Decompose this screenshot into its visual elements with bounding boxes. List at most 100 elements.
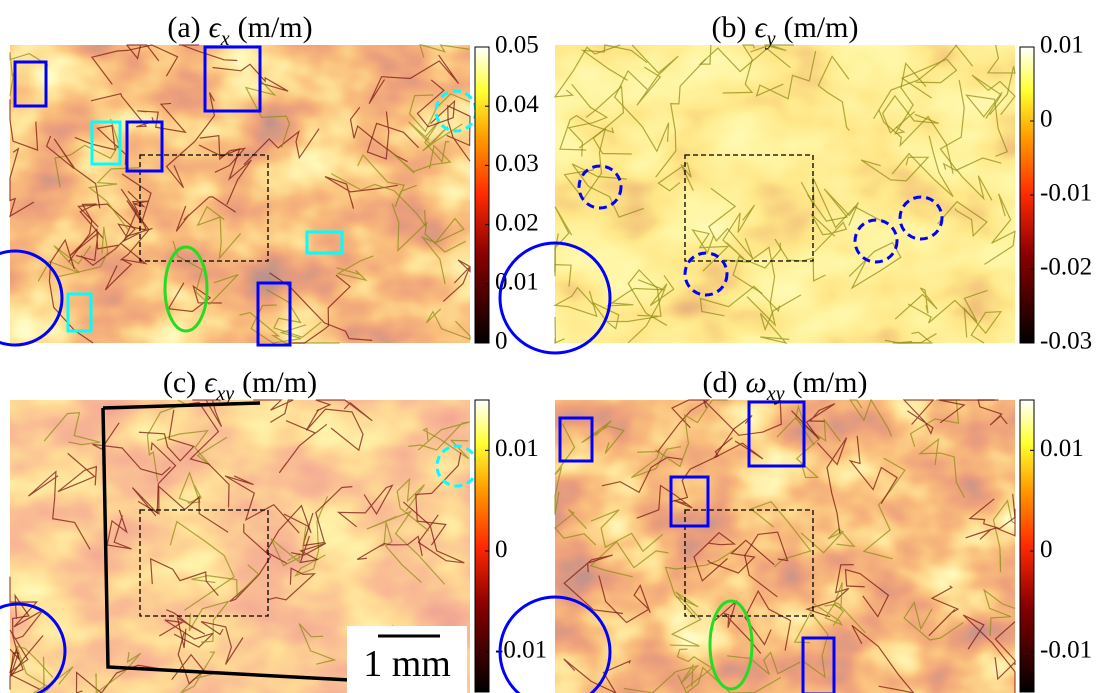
grain-boundary <box>239 311 340 344</box>
grain-boundary <box>387 144 452 174</box>
grain-boundary <box>127 190 149 231</box>
grain-boundary <box>92 422 171 476</box>
grain-boundary <box>983 588 1016 637</box>
grain-boundary <box>992 499 1016 573</box>
colorbar-tick-label: 0.01 <box>1040 435 1084 462</box>
grain-boundary <box>229 523 272 602</box>
panel: (b) ϵy (m/m) -0.03 -0.02 -0.01 0 0.01 <box>498 11 1092 355</box>
grain-boundary <box>200 621 244 665</box>
grain-boundary <box>699 285 781 317</box>
grain-boundary <box>165 92 216 189</box>
grain-boundary <box>554 423 576 515</box>
unit: (m/m) <box>238 11 313 44</box>
grain-boundary <box>580 44 648 81</box>
grain-boundary <box>623 663 700 693</box>
grain-boundary <box>402 501 465 564</box>
outline <box>102 401 261 410</box>
colorbar <box>474 399 490 693</box>
subscript: xy <box>766 383 785 405</box>
grain-boundary <box>800 527 856 554</box>
highlight-box <box>256 281 292 347</box>
grain-boundary <box>722 204 756 260</box>
grain-boundary <box>744 531 789 598</box>
grain-boundary <box>149 557 219 596</box>
colorbar-tick-label: -0.01 <box>495 636 547 663</box>
grain-boundary <box>87 167 141 230</box>
grain-boundary <box>744 589 792 651</box>
grain-boundary <box>137 102 187 134</box>
region-box <box>684 154 814 262</box>
grain-boundary <box>816 437 848 534</box>
highlight-box <box>305 230 344 255</box>
grain-boundary <box>553 286 598 318</box>
grain-boundary <box>590 509 664 553</box>
grain-boundary <box>131 441 177 517</box>
grain-boundary <box>903 601 964 641</box>
grain-boundary <box>862 457 906 560</box>
unit: (m/m) <box>242 366 317 399</box>
colorbar-tick-label: 0 <box>1040 106 1053 133</box>
grain-boundary <box>243 128 320 166</box>
grain-boundary <box>984 193 1016 265</box>
grain-boundary <box>918 437 966 498</box>
grain-boundary <box>655 58 707 178</box>
grain-boundary <box>357 153 417 208</box>
grain-boundary <box>986 44 1016 116</box>
panel: (a) ϵx (m/m)00.010.020.030.040.05 <box>0 11 539 355</box>
grain-boundary <box>937 200 988 238</box>
grain-boundary <box>848 435 898 505</box>
highlight-ellipse <box>163 245 209 333</box>
grain-boundary <box>315 399 373 422</box>
grain-boundary <box>420 217 465 285</box>
grain-boundary <box>422 427 470 460</box>
grain-boundary <box>366 111 420 160</box>
grain-boundary <box>965 508 1016 540</box>
grain-boundary <box>657 162 694 192</box>
highlight-box <box>558 416 594 463</box>
grain-boundary <box>664 547 738 619</box>
grain-boundary <box>298 623 337 665</box>
grain-boundary <box>165 609 206 649</box>
highlight-circle <box>853 218 899 264</box>
grain-boundary <box>851 624 915 693</box>
symbol: ω <box>746 366 767 399</box>
grain-boundary <box>126 44 160 62</box>
grain-boundary <box>172 240 239 306</box>
panel: (d) ωxy (m/m) -0.01 0 0.01 <box>498 366 1092 693</box>
colorbar-tick-label: 0.04 <box>495 91 539 118</box>
colorbar <box>474 46 490 344</box>
unit: (m/m) <box>783 11 858 44</box>
grain-boundary <box>199 135 247 173</box>
grain-boundary <box>416 79 456 128</box>
grain-boundary <box>267 567 317 601</box>
grain-boundary <box>759 294 802 345</box>
grain-boundary <box>408 121 463 152</box>
grain-boundary <box>585 85 632 155</box>
grain-boundary <box>793 611 829 679</box>
grain-boundary <box>75 664 161 693</box>
grain-boundary <box>776 417 821 479</box>
grain-boundary <box>292 274 352 344</box>
heatmap-field <box>555 400 1015 693</box>
grain-boundary <box>336 255 374 282</box>
grain-boundary <box>324 176 398 209</box>
grain-boundary <box>811 602 845 627</box>
grain-boundary <box>655 399 728 468</box>
colorbar-tick-label: 0 <box>495 536 508 563</box>
grain-boundary <box>188 600 231 643</box>
grain-boundary <box>446 104 471 162</box>
grain-boundary <box>9 593 30 660</box>
grain-boundary <box>563 554 624 615</box>
grain-boundary <box>37 245 92 282</box>
unit: (m/m) <box>792 366 867 399</box>
grain-boundary <box>419 44 470 58</box>
highlight-box <box>669 475 710 528</box>
heatmap-field <box>555 45 1015 343</box>
colorbar-tick-label: 0.03 <box>495 150 539 177</box>
subscript: xy <box>215 383 234 405</box>
highlight-box <box>747 400 806 468</box>
grain-boundary <box>266 289 322 338</box>
grain-boundary <box>755 50 817 100</box>
highlight-box <box>203 45 262 113</box>
region-box <box>139 509 269 617</box>
